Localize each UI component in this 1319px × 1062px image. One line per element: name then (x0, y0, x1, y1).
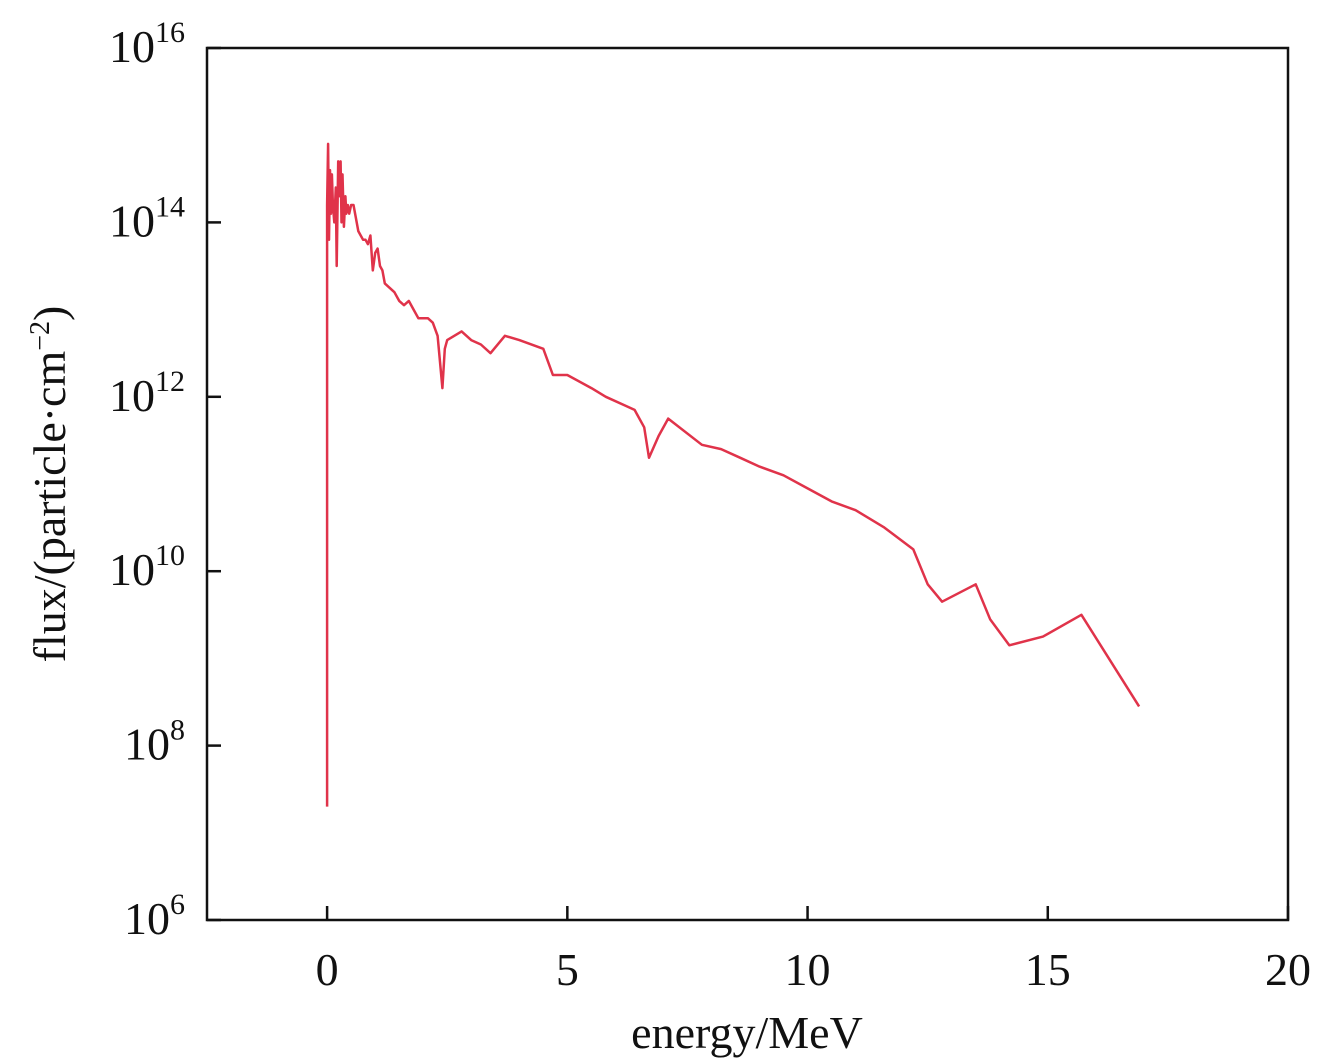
y-tick-label-exponent: 6 (170, 888, 185, 921)
y-axis-label-main: flux/(particle·cm (24, 351, 75, 663)
x-axis-ticks: 0 5 10 15 20 (316, 906, 1311, 995)
y-axis-label-superscript: −2 (25, 321, 56, 351)
x-tick-label: 20 (1265, 944, 1311, 995)
y-tick-label-base: 10 (109, 370, 155, 421)
x-tick-label: 0 (316, 944, 339, 995)
x-tick-label: 15 (1025, 944, 1071, 995)
y-tick-label: 1010 (109, 539, 185, 595)
y-tick-label-exponent: 10 (155, 539, 185, 572)
y-tick-label-exponent: 8 (170, 714, 185, 747)
y-tick-label-base: 10 (109, 195, 155, 246)
y-tick-label-base: 10 (109, 544, 155, 595)
y-tick-label-base: 10 (124, 893, 170, 944)
y-tick-label-base: 10 (124, 719, 170, 770)
y-tick-label: 106 (124, 888, 185, 944)
y-tick-label-exponent: 12 (155, 365, 185, 398)
y-tick-label: 1016 (109, 16, 185, 72)
plot-frame (205, 46, 1290, 922)
y-axis-label-suffix: ) (24, 306, 75, 321)
y-tick-label: 1014 (109, 190, 185, 246)
y-tick-label: 108 (124, 714, 185, 770)
y-tick-label-exponent: 14 (155, 190, 185, 223)
x-tick-label: 10 (785, 944, 831, 995)
y-tick-label: 1012 (109, 365, 185, 421)
x-tick-label: 5 (556, 944, 579, 995)
y-tick-label-base: 10 (109, 21, 155, 72)
y-tick-label-exponent: 16 (155, 16, 185, 49)
flux-series-line (325, 142, 1141, 807)
y-axis-label: flux/(particle·cm−2) (24, 306, 75, 663)
x-axis-label: energy/MeV (631, 1007, 863, 1058)
